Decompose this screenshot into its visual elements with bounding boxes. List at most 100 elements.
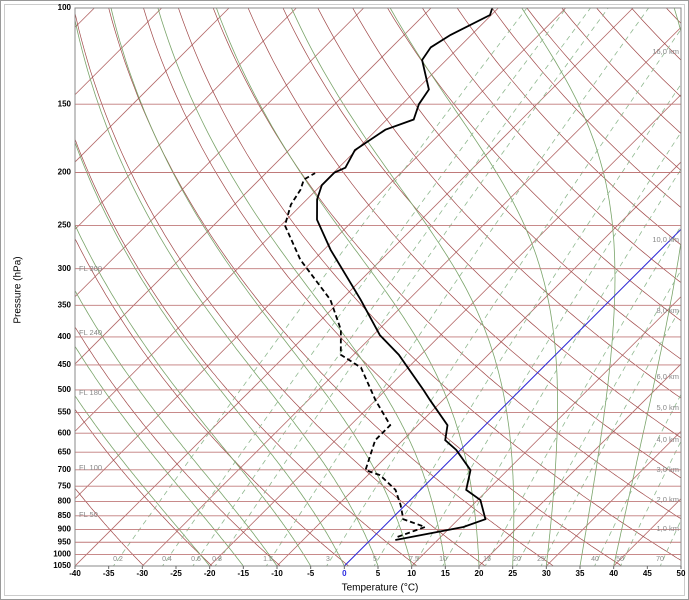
x-tick-label: 40 [609, 569, 618, 578]
moist-adiabat [75, 345, 244, 566]
flight-level-label: FL 180 [79, 388, 102, 397]
mixing-ratio-label: 3 [326, 556, 330, 563]
flight-level-label: FL 300 [79, 264, 102, 273]
mixing-ratio-label: 1.5 [263, 556, 273, 563]
x-tick-label: 50 [677, 569, 686, 578]
y-tick-label: 550 [58, 408, 72, 417]
dry-adiabat [247, 8, 681, 479]
inner-frame [4, 4, 685, 596]
moist-adiabat [110, 8, 413, 566]
isotherm [75, 8, 567, 500]
height-label: 6,0 km [656, 372, 679, 381]
height-label: 3,0 km [656, 465, 679, 474]
x-tick-label: 10 [407, 569, 416, 578]
height-label: 4,0 km [656, 435, 679, 444]
y-tick-label: 1050 [53, 561, 71, 570]
y-tick-label: 1000 [53, 550, 71, 559]
height-label: 8,0 km [656, 306, 679, 315]
isotherm [75, 8, 634, 566]
y-tick-label: 150 [58, 99, 72, 108]
mixing-ratio-line [515, 269, 681, 566]
isotherm [276, 161, 681, 566]
flight-level-label: FL 50 [79, 510, 98, 519]
mixing-ratio-label: 7.5 [409, 556, 419, 563]
y-tick-label: 250 [58, 221, 72, 230]
moist-adiabat [216, 8, 480, 566]
height-label: 2,0 km [656, 495, 679, 504]
mixing-ratio-label: 70 [656, 556, 664, 563]
x-tick-label: 45 [643, 569, 652, 578]
isotherm [141, 26, 681, 566]
x-tick-label: 15 [441, 569, 450, 578]
dewpoint-line [283, 172, 428, 538]
mixing-ratio-label: 15 [483, 556, 491, 563]
mixing-ratio-label: 50 [616, 556, 624, 563]
mixing-ratio-label: 0.2 [113, 556, 123, 563]
moist-adiabat [157, 8, 446, 566]
height-label: 10,0 km [652, 235, 679, 244]
dry-adiabat [282, 8, 681, 439]
moist-adiabat [75, 395, 210, 566]
isotherm [75, 8, 230, 163]
y-tick-label: 950 [58, 537, 72, 546]
x-tick-label: -20 [204, 569, 216, 578]
y-tick-label: 400 [58, 332, 72, 341]
y-tick-label: 700 [58, 465, 72, 474]
mixing-ratio-label: 10 [439, 556, 447, 563]
x-tick-label: 0 [342, 569, 347, 578]
dry-adiabat [387, 8, 681, 322]
isotherm [75, 8, 297, 230]
flight-level-label: FL 100 [79, 463, 102, 472]
y-tick-label: 350 [58, 300, 72, 309]
moist-adiabat [291, 8, 515, 566]
x-axis-title: Temperature (°C) [342, 583, 419, 594]
moist-adiabat [613, 8, 681, 566]
y-tick-label: 600 [58, 428, 72, 437]
x-tick-label: -10 [271, 569, 283, 578]
dry-adiabat [212, 8, 681, 520]
isotherm [478, 363, 681, 566]
x-tick-label: 35 [576, 569, 585, 578]
x-tick-label: 30 [542, 569, 551, 578]
y-tick-label: 200 [58, 168, 72, 177]
mixing-ratio-line [484, 225, 681, 566]
x-tick-label: 25 [508, 569, 517, 578]
temperature-line [316, 8, 494, 541]
y-tick-label: 300 [58, 264, 72, 273]
mixing-ratio-label: 40 [591, 556, 599, 563]
moist-adiabat [521, 8, 616, 566]
mixing-ratio-line [442, 168, 681, 566]
y-tick-label: 500 [58, 385, 72, 394]
isotherm [75, 8, 432, 365]
isotherm [411, 296, 681, 566]
y-tick-label: 800 [58, 497, 72, 506]
moist-adiabat [75, 224, 312, 566]
y-tick-label: 650 [58, 447, 72, 456]
y-axis-title: Pressure (hPa) [13, 256, 24, 323]
x-tick-label: -15 [238, 569, 250, 578]
isotherm [75, 8, 499, 432]
y-tick-label: 850 [58, 511, 72, 520]
flight-level-label: FL 240 [79, 328, 102, 337]
mixing-ratio-label: 5 [373, 556, 377, 563]
moist-adiabat [389, 8, 558, 566]
mixing-ratio-label: 0.4 [162, 556, 172, 563]
x-tick-label: -40 [69, 569, 81, 578]
y-tick-label: 750 [58, 481, 72, 490]
plot-area [75, 8, 681, 566]
y-tick-label: 100 [58, 3, 72, 12]
height-label: 1,0 km [656, 524, 679, 533]
dry-adiabat [456, 8, 681, 246]
y-tick-label: 450 [58, 360, 72, 369]
mixing-ratio-label: 0.8 [212, 556, 222, 563]
moist-adiabat [75, 141, 345, 566]
height-label: 16,0 km [652, 47, 679, 56]
isotherm [75, 8, 163, 96]
x-tick-label: -30 [137, 569, 149, 578]
mixing-ratio-label: 20 [513, 556, 521, 563]
mixing-ratio-line [540, 306, 681, 566]
x-tick-label: 5 [376, 569, 381, 578]
mixing-ratio-label: 0.6 [191, 556, 201, 563]
